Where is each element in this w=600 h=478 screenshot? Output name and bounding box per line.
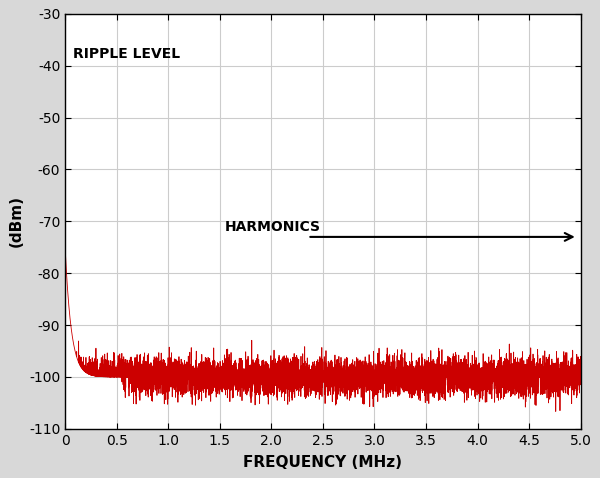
Text: RIPPLE LEVEL: RIPPLE LEVEL: [73, 46, 181, 61]
X-axis label: FREQUENCY (MHz): FREQUENCY (MHz): [244, 455, 403, 470]
Y-axis label: (dBm): (dBm): [8, 196, 23, 247]
Text: HARMONICS: HARMONICS: [225, 219, 321, 234]
